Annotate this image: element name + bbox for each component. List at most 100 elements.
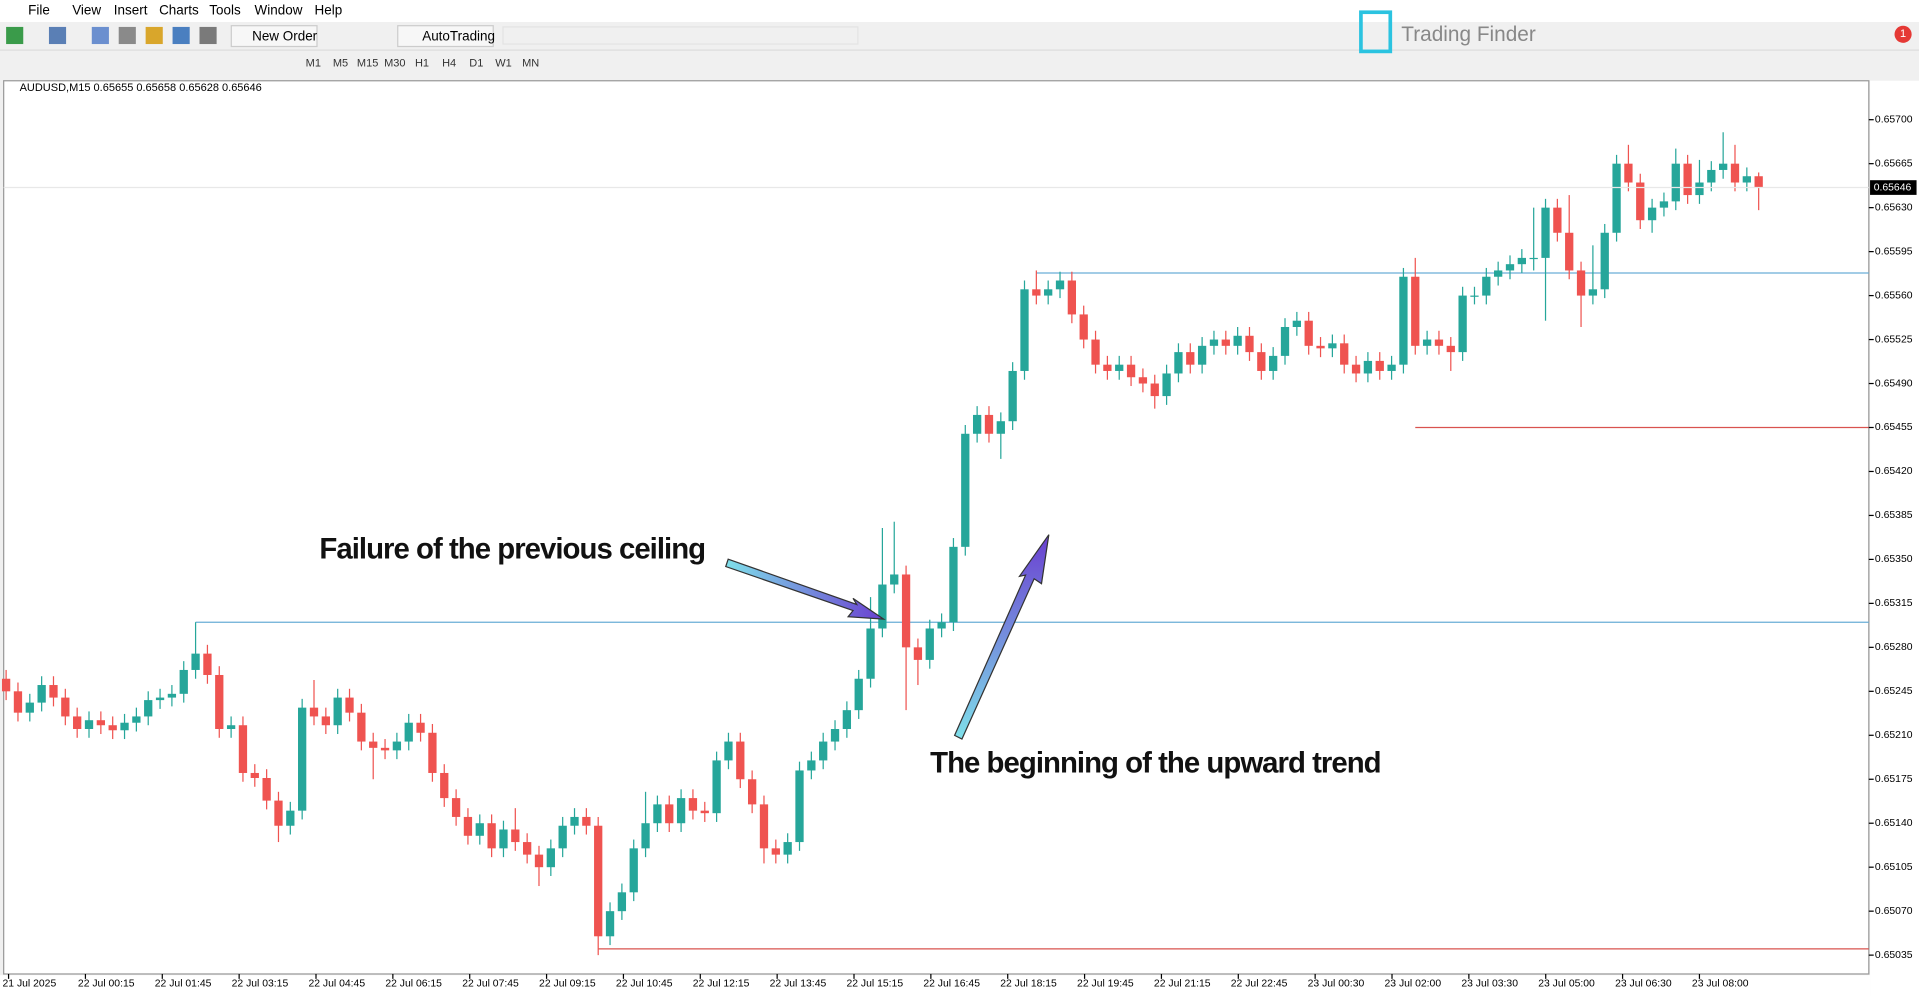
candle-body [771,848,780,855]
candle-body [1079,314,1088,340]
annotation: Failure of the previous ceiling [319,532,705,565]
timeframe[interactable]: M1 [306,58,321,70]
x-tick-label: 23 Jul 06:30 [1615,979,1672,990]
candle-body [807,760,816,771]
candle-body [428,732,437,773]
new-order-button[interactable] [230,25,318,48]
candle-body [1494,270,1503,277]
candle-body [854,678,863,711]
timeframe[interactable]: M5 [333,58,348,70]
menu-item[interactable]: Charts [159,3,199,18]
x-tick-label: 22 Jul 21:15 [1154,979,1211,990]
candle-body [298,707,307,811]
candle-body [558,825,567,849]
menu-item[interactable]: Insert [114,3,148,18]
candle-body [819,741,828,761]
x-tick-label: 22 Jul 12:15 [693,979,750,990]
timeframe[interactable]: H4 [442,58,456,70]
candle-body [582,816,591,826]
timeframe[interactable]: MN [522,58,539,70]
icon[interactable] [145,26,163,45]
candle-body [1612,163,1621,233]
x-tick-label: 22 Jul 06:15 [385,979,442,990]
candle-body [1115,364,1124,371]
candle-body [1529,257,1538,260]
icon[interactable] [48,26,67,45]
time-axis [0,975,1871,996]
candle-body [451,798,461,817]
menu-item[interactable]: File [28,3,50,18]
y-tick-label: 0.65560 [1875,290,1913,301]
candle-body [1340,343,1349,365]
candle-body [487,823,496,849]
candle-body [262,777,271,801]
candle-body [1103,364,1112,371]
candle-body [1162,373,1171,397]
x-tick-label: 22 Jul 01:45 [155,979,212,990]
candle-body [511,829,520,843]
candle-body [925,628,934,660]
x-tick-label: 22 Jul 13:45 [770,979,827,990]
y-tick-label: 0.65385 [1875,510,1913,521]
current-price-tag [1870,180,1917,195]
menu-item[interactable]: Help [315,3,343,18]
candle-body [1422,339,1432,346]
candle-body [1375,360,1384,371]
candle-body [1280,326,1290,356]
y-tick-label: 0.65700 [1875,114,1913,125]
candle-body [665,804,674,824]
candle-body [1707,169,1716,183]
candle-body [712,760,721,814]
candle-body [37,685,46,703]
candle-body [1659,201,1669,208]
toolbar-label[interactable]: AutoTrading [422,28,495,43]
menu-item[interactable]: Tools [209,3,241,18]
candle-body [594,825,603,937]
badge [1894,25,1912,43]
candle-body [534,854,544,868]
icon[interactable] [118,26,136,45]
candle-body [795,770,804,843]
logo-text: Trading Finder [1401,23,1536,46]
candle-body [1695,182,1704,196]
timeframe[interactable]: M15 [357,58,378,70]
timeframe[interactable]: M30 [384,58,405,70]
timeframe[interactable]: H1 [415,58,429,70]
candle-body [1411,276,1420,346]
menu-item[interactable]: Window [255,3,303,18]
x-tick-label: 21 Jul 2025 [3,979,57,990]
candle-body [1221,339,1230,346]
toolbar-label[interactable]: New Order [252,28,318,43]
candle-body [736,741,745,780]
candle-body [617,892,627,912]
candle-body [167,693,177,698]
y-tick-label: 0.65070 [1875,906,1913,917]
icon[interactable] [91,26,109,45]
candle-body [949,546,958,623]
arrow [953,534,1050,740]
icon[interactable] [199,26,217,45]
candle-body [1647,207,1657,221]
icon[interactable] [172,26,190,45]
autotrading-button[interactable] [397,25,494,48]
y-tick-label: 0.65105 [1875,862,1913,873]
candle-body [1588,289,1598,296]
timeframe[interactable]: D1 [469,58,483,70]
candle-body [1730,163,1740,183]
y-tick-label: 0.65245 [1875,686,1913,697]
candle-body [1470,295,1479,297]
candle-body [61,697,70,717]
candle-body [1363,360,1373,374]
x-tick-label: 22 Jul 19:45 [1077,979,1134,990]
y-tick-label: 0.65210 [1875,730,1913,741]
menu-item[interactable]: View [72,3,101,18]
candle-body [1446,345,1455,353]
timeframe[interactable]: W1 [495,58,512,70]
candle-body [1257,352,1266,371]
candle-body [463,816,473,836]
icon[interactable] [6,26,24,45]
candle-body [890,574,899,585]
candle-body [546,848,555,868]
candle-body [1209,339,1219,346]
